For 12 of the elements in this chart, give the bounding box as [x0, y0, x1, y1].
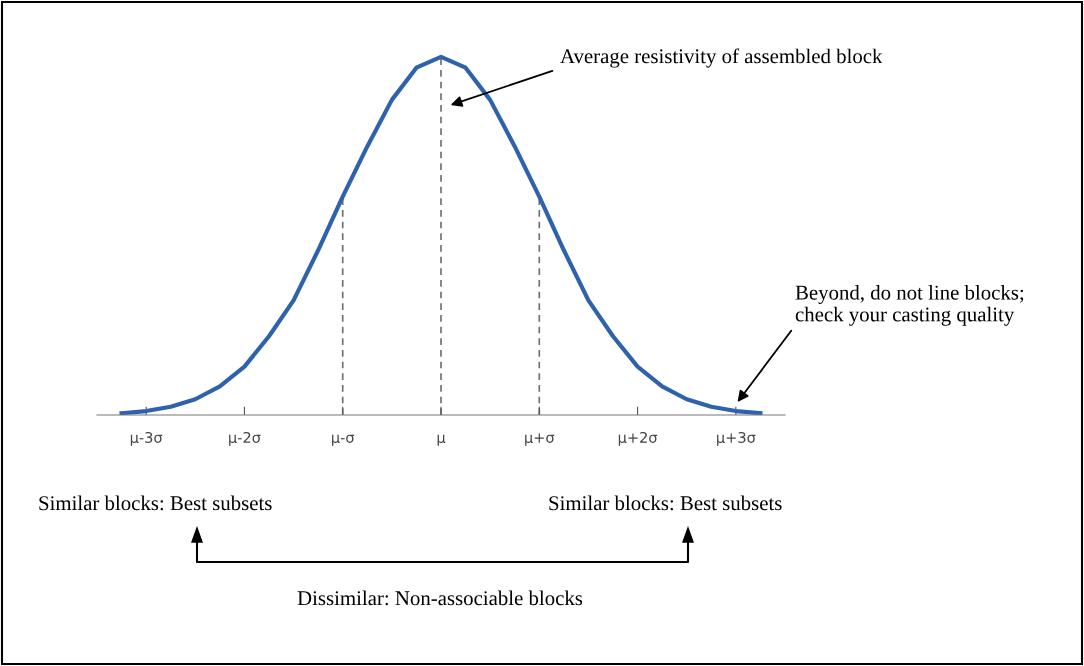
annotation: Average resistivity of assembled block — [560, 48, 883, 68]
x-tick-label: μ+σ — [525, 433, 555, 446]
x-tick-label: μ-σ — [332, 434, 355, 446]
x-tick-label: μ-2σ — [229, 431, 261, 446]
text: Similar blocks: Best subsets — [39, 495, 272, 511]
text: Similar blocks: Best subsets — [549, 495, 782, 511]
annotation: Beyond, do not line blocks; check your casting quality — [795, 285, 1024, 326]
x-tick-label: μ-3σ — [130, 431, 163, 446]
text: Dissimilar: Non-associable blocks — [297, 590, 583, 606]
x-tick-label: μ+2σ — [618, 431, 658, 446]
x-tick-label: μ — [437, 434, 446, 446]
x-tick-label: μ+3σ — [717, 431, 756, 446]
